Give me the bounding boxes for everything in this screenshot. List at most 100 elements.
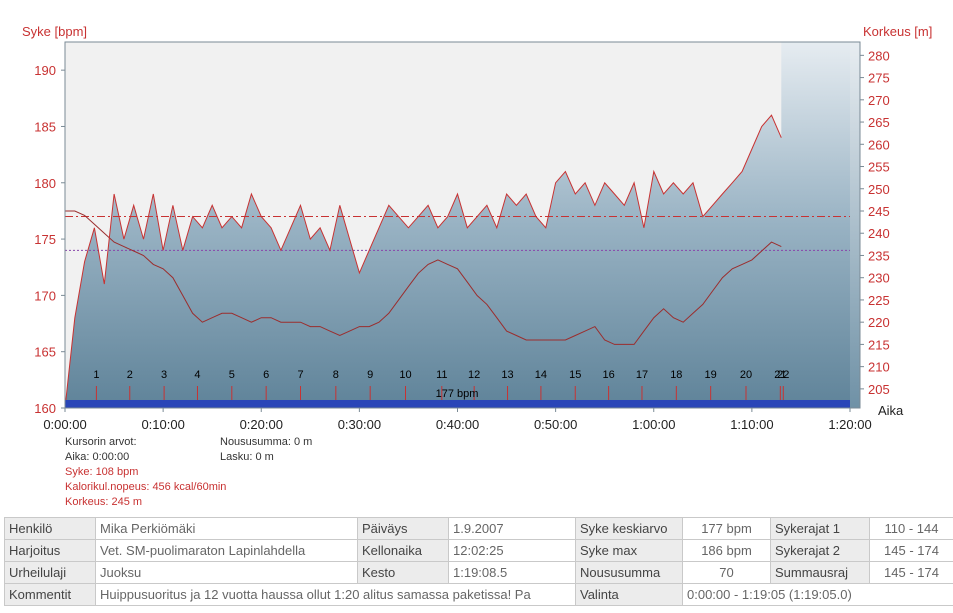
right-tick-label: 220	[868, 315, 890, 330]
duration-value: 1:19:08.5	[448, 561, 576, 584]
km-marker-label: 18	[670, 369, 682, 381]
right-tick-label: 210	[868, 360, 890, 375]
sport-value: Juoksu	[95, 561, 358, 584]
hr-limits-2-value: 145 - 174	[869, 539, 953, 562]
plot-frame	[64, 41, 861, 409]
x-tick-label: 1:10:00	[730, 417, 773, 432]
left-axis-title: Syke [bpm]	[22, 24, 87, 39]
right-tick-label: 235	[868, 248, 890, 263]
x-tick-label: 0:40:00	[436, 417, 479, 432]
right-tick-label: 230	[868, 271, 890, 286]
right-tick-label: 265	[868, 115, 890, 130]
heart-rate-area	[65, 42, 782, 408]
left-tick-label: 190	[34, 63, 56, 78]
plot-right-strip	[850, 42, 860, 408]
x-tick-label: 0:20:00	[240, 417, 283, 432]
comments-label: Kommentit	[4, 583, 96, 606]
person-label: Henkilö	[4, 517, 96, 540]
sum-limits-value: 145 - 174	[869, 561, 953, 584]
x-tick-label: 0:50:00	[534, 417, 577, 432]
duration-label: Kesto	[357, 561, 449, 584]
x-tick-label: 1:20:00	[828, 417, 871, 432]
hr-limits-2-label: Sykerajat 2	[770, 539, 870, 562]
km-marker-label: 5	[229, 369, 235, 381]
selection-value: 0:00:00 - 1:19:05 (1:19:05.0)	[682, 583, 953, 606]
cursor-descent: Lasku: 0 m	[220, 451, 274, 463]
right-tick-label: 250	[868, 182, 890, 197]
left-tick-label: 180	[34, 176, 56, 191]
km-marker-label: 7	[297, 369, 303, 381]
cursor-elevation: Noususumma: 0 m Lasku: 0 m	[220, 435, 312, 465]
selection-label: Valinta	[575, 583, 683, 606]
km-marker-label: 4	[194, 369, 200, 381]
km-marker-label: 8	[333, 369, 339, 381]
right-tick-label: 205	[868, 382, 890, 397]
x-tick-label: 0:00:00	[43, 417, 86, 432]
km-marker-label: 2	[127, 369, 133, 381]
hr-limits-1-value: 110 - 144	[869, 517, 953, 540]
km-marker-label: 6	[263, 369, 269, 381]
right-tick-label: 280	[868, 48, 890, 63]
right-tick-label: 255	[868, 160, 890, 175]
table-row: Henkilö Mika Perkiömäki Päiväys 1.9.2007…	[4, 517, 953, 540]
km-marker-label: 10	[399, 369, 411, 381]
km-marker-label: 9	[367, 369, 373, 381]
km-marker-label: 19	[705, 369, 717, 381]
max-hr-value: 186 bpm	[682, 539, 771, 562]
exercise-value: Vet. SM-puolimaraton Lapinlahdella	[95, 539, 358, 562]
cursor-values: Kursorin arvot: Aika: 0:00:00 Syke: 108 …	[65, 435, 226, 510]
selection-bar-label: 177 bpm	[436, 388, 479, 400]
exercise-info-table: Henkilö Mika Perkiömäki Päiväys 1.9.2007…	[4, 517, 953, 606]
x-axis-ticks: 0:00:00 0:10:00 0:20:00 0:30:00 0:40:00 0:50:…	[43, 408, 872, 432]
sport-label: Urheilulaji	[4, 561, 96, 584]
km-marker-label: 3	[161, 369, 167, 381]
cursor-time: Aika: 0:00:00	[65, 451, 130, 463]
sum-limits-label: Summausraj	[770, 561, 870, 584]
left-tick-label: 185	[34, 119, 56, 134]
max-hr-label: Syke max	[575, 539, 683, 562]
right-tick-label: 260	[868, 137, 890, 152]
right-tick-label: 240	[868, 226, 890, 241]
right-tick-label: 270	[868, 93, 890, 108]
km-marker-label: 14	[535, 369, 547, 381]
hr-limits-1-label: Sykerajat 1	[770, 517, 870, 540]
reference-lines	[65, 216, 850, 251]
left-axis-ticks: 160 165 170 175 180 185 190	[34, 63, 65, 416]
x-tick-label: 0:30:00	[338, 417, 381, 432]
time-of-day-label: Kellonaika	[357, 539, 449, 562]
avg-hr-value: 177 bpm	[682, 517, 771, 540]
right-axis-ticks: 205 210 215 220 225 230 235 240 245 250 255 260 265 2…	[860, 48, 890, 397]
person-value: Mika Perkiömäki	[95, 517, 358, 540]
right-tick-label: 215	[868, 337, 890, 352]
km-marker-label: 16	[602, 369, 614, 381]
km-marker-label: 1	[93, 369, 99, 381]
left-tick-label: 160	[34, 401, 56, 416]
right-tick-label: 245	[868, 204, 890, 219]
x-tick-label: 0:10:00	[141, 417, 184, 432]
x-axis-title: Aika	[878, 403, 904, 418]
table-row: Kommentit Huippusuoritus ja 12 vuotta ha…	[4, 583, 953, 606]
avg-hr-label: Syke keskiarvo	[575, 517, 683, 540]
km-marker-label: 13	[501, 369, 513, 381]
left-tick-label: 165	[34, 345, 56, 360]
cursor-ascent: Noususumma: 0 m	[220, 436, 313, 448]
ascent-value: 70	[682, 561, 771, 584]
km-marker-label: 11	[436, 369, 447, 381]
right-tick-label: 275	[868, 71, 890, 86]
right-axis-title: Korkeus [m]	[863, 24, 932, 39]
km-marker-label: 12	[468, 369, 480, 381]
selection-bar[interactable]	[65, 400, 850, 408]
exercise-label: Harjoitus	[4, 539, 96, 562]
km-marker-label: 21	[774, 369, 786, 381]
comments-value: Huippusuoritus ja 12 vuotta haussa ollut…	[95, 583, 576, 606]
km-marker-label: 17	[636, 369, 648, 381]
date-value: 1.9.2007	[448, 517, 576, 540]
km-marker-label: 20	[740, 369, 752, 381]
time-of-day-value: 12:02:25	[448, 539, 576, 562]
cursor-title: Kursorin arvot:	[65, 436, 137, 448]
ascent-label: Noususumma	[575, 561, 683, 584]
date-label: Päiväys	[357, 517, 449, 540]
left-tick-label: 175	[34, 232, 56, 247]
